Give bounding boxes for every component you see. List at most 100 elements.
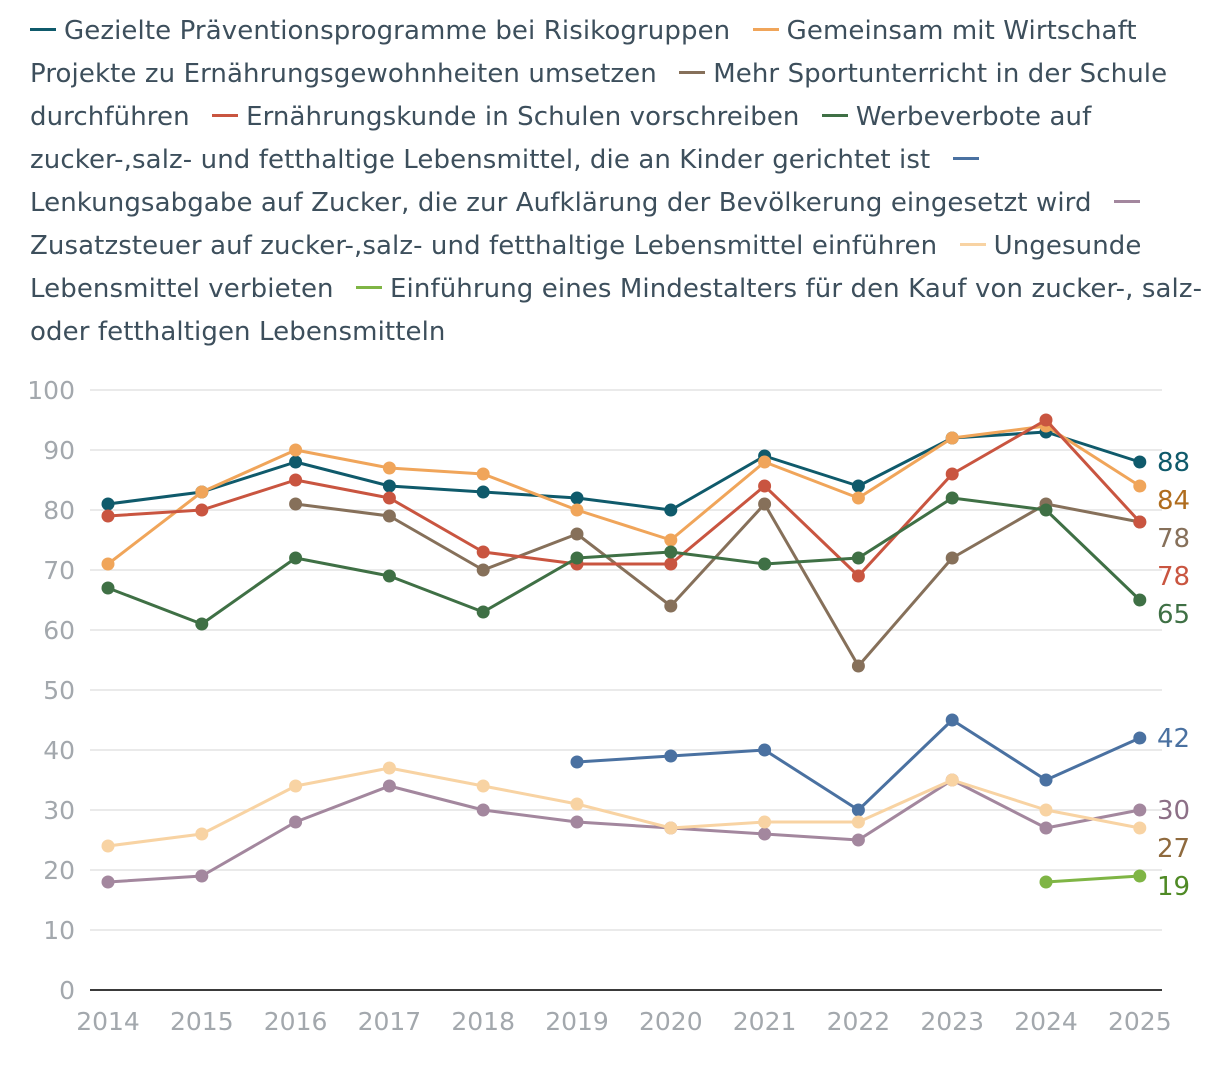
- data-point: [851, 803, 865, 817]
- data-point: [1133, 731, 1147, 745]
- legend-item-wirtschaft: Gemeinsam mit Wirtschaft Projekte zu Ern…: [30, 16, 1137, 89]
- data-point: [758, 815, 772, 829]
- x-tick-label: 2023: [920, 1007, 984, 1036]
- legend-label: Zusatzsteuer auf zucker-,salz- und fetth…: [30, 231, 938, 261]
- data-point: [570, 755, 584, 769]
- y-tick-label: 20: [43, 856, 75, 885]
- legend-swatch: [821, 114, 848, 117]
- data-point: [664, 533, 678, 547]
- x-tick-label: 2018: [451, 1007, 515, 1036]
- legend-label: Gemeinsam mit Wirtschaft Projekte zu Ern…: [30, 16, 1137, 89]
- series-8: [1039, 869, 1147, 889]
- legend-swatch: [679, 71, 706, 74]
- data-point: [476, 545, 490, 559]
- x-tick-label: 2016: [264, 1007, 328, 1036]
- series-4: [101, 491, 1147, 631]
- legend-swatch: [212, 114, 239, 117]
- data-point: [476, 563, 490, 577]
- data-point: [1039, 875, 1053, 889]
- data-point: [758, 497, 772, 511]
- data-point: [758, 479, 772, 493]
- data-point: [664, 545, 678, 559]
- legend-item-werbeverbote: Werbeverbote auf zucker-,salz- und fetth…: [30, 102, 1091, 175]
- data-point: [664, 503, 678, 517]
- chart-legend: Gezielte Präventionsprogramme bei Risiko…: [30, 10, 1205, 354]
- data-point: [382, 569, 396, 583]
- series-5: [570, 713, 1147, 817]
- end-label: 84: [1157, 486, 1190, 516]
- legend-swatch: [1113, 200, 1140, 203]
- end-label: 30: [1157, 796, 1190, 826]
- y-tick-label: 90: [43, 436, 75, 465]
- end-label: 78: [1157, 562, 1190, 592]
- x-tick-label: 2014: [76, 1007, 140, 1036]
- data-point: [382, 779, 396, 793]
- y-tick-label: 60: [43, 616, 75, 645]
- data-point: [1039, 803, 1053, 817]
- legend-label: Ungesunde Lebensmittel verbieten: [30, 231, 1142, 304]
- data-point: [382, 509, 396, 523]
- data-point: [664, 557, 678, 571]
- legend-label: Mehr Sportunterricht in der Schule durch…: [30, 59, 1168, 132]
- end-label: 65: [1157, 600, 1190, 630]
- x-tick-label: 2015: [170, 1007, 234, 1036]
- data-point: [570, 527, 584, 541]
- data-point: [1133, 455, 1147, 469]
- end-label: 78: [1157, 524, 1190, 554]
- series-line: [576, 718, 1141, 812]
- end-label: 19: [1157, 872, 1190, 902]
- data-point: [945, 773, 959, 787]
- data-point: [1039, 821, 1053, 835]
- data-point: [289, 779, 303, 793]
- legend-swatch: [30, 28, 56, 31]
- legend-swatch: [752, 28, 779, 31]
- end-label: 27: [1157, 834, 1190, 864]
- data-point: [758, 743, 772, 757]
- series-3: [101, 413, 1147, 583]
- end-label: 88: [1157, 448, 1190, 478]
- data-point: [476, 605, 490, 619]
- data-point: [570, 797, 584, 811]
- data-point: [289, 473, 303, 487]
- data-point: [101, 839, 115, 853]
- data-point: [101, 581, 115, 595]
- data-point: [1133, 479, 1147, 493]
- y-tick-label: 100: [27, 376, 75, 405]
- y-tick-label: 10: [43, 916, 75, 945]
- x-tick-label: 2021: [733, 1007, 797, 1036]
- y-axis: 0 10 20 30 40 50 60 70 80 90 100: [27, 376, 75, 1005]
- x-axis: 2014 2015 2016 2017 2018 2019 2020 2021 2022 2023…: [76, 1007, 1171, 1036]
- data-point: [945, 491, 959, 505]
- data-point: [1133, 821, 1147, 835]
- data-point: [851, 659, 865, 673]
- series-line: [107, 778, 1141, 884]
- series-line: [107, 418, 1141, 578]
- series-line: [107, 766, 1141, 848]
- data-point: [1039, 413, 1053, 427]
- legend-swatch: [959, 243, 986, 246]
- data-point: [1133, 803, 1147, 817]
- data-point: [945, 431, 959, 445]
- data-point: [101, 509, 115, 523]
- data-point: [195, 485, 209, 499]
- legend-item-mindestalter: Einführung eines Mindestalters für den K…: [30, 274, 1202, 347]
- legend-item-praevention: Gezielte Präventionsprogramme bei Risiko…: [30, 16, 730, 46]
- data-point: [1133, 593, 1147, 607]
- data-point: [945, 713, 959, 727]
- x-tick-label: 2025: [1108, 1007, 1172, 1036]
- data-point: [664, 749, 678, 763]
- data-point: [476, 485, 490, 499]
- legend-label: Einführung eines Mindestalters für den K…: [30, 274, 1203, 347]
- data-point: [289, 497, 303, 511]
- series-line: [107, 496, 1141, 626]
- data-point: [945, 551, 959, 565]
- data-point: [382, 479, 396, 493]
- data-point: [851, 833, 865, 847]
- data-point: [289, 443, 303, 457]
- series-line: [1045, 874, 1140, 884]
- series-line: [295, 502, 1141, 668]
- data-point: [664, 821, 678, 835]
- data-point: [382, 761, 396, 775]
- data-point: [289, 815, 303, 829]
